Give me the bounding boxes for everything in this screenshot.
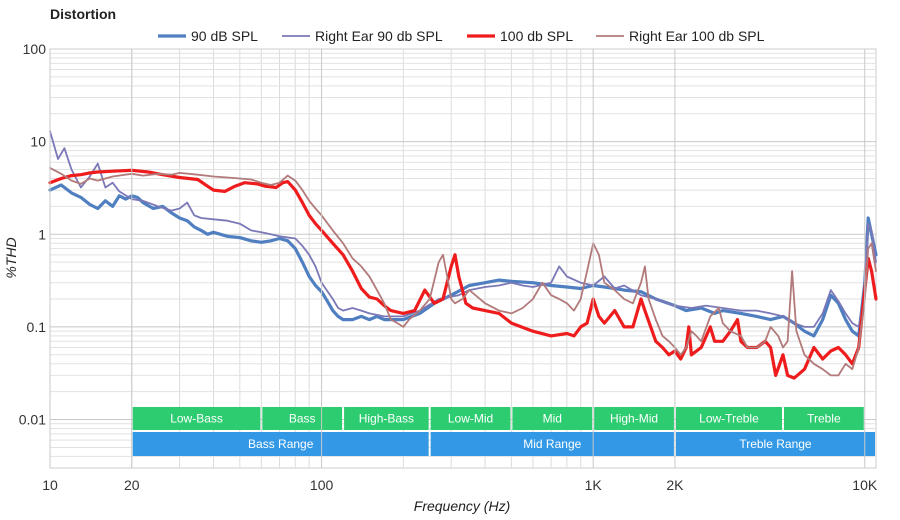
range bbox=[132, 432, 429, 456]
series-lines bbox=[48, 130, 878, 380]
band-label: Mid bbox=[543, 412, 562, 426]
legend-label: 100 db SPL bbox=[500, 28, 573, 44]
band bbox=[132, 407, 261, 430]
frequency-bands: Low-Bass Bass High-Bass Low-Mid Mid High-Mid L… bbox=[132, 407, 875, 456]
band bbox=[594, 407, 674, 430]
x-tick-label: 2K bbox=[666, 477, 684, 493]
range-label: Bass Range bbox=[248, 437, 314, 451]
chart-title: Distortion bbox=[50, 6, 116, 22]
band-label: High-Mid bbox=[610, 412, 658, 426]
legend: 90 dB SPL Right Ear 90 db SPL 100 db SPL Ri… bbox=[158, 28, 765, 44]
legend-label: Right Ear 90 db SPL bbox=[315, 28, 443, 44]
range bbox=[675, 432, 875, 456]
x-tick-label: 10 bbox=[42, 477, 58, 493]
band-label: Low-Mid bbox=[448, 412, 493, 426]
y-tick-label: 10 bbox=[30, 134, 46, 150]
x-tick-label: 20 bbox=[124, 477, 140, 493]
band-label: Low-Bass bbox=[170, 412, 223, 426]
band bbox=[784, 407, 864, 430]
y-tick-label: 1 bbox=[38, 226, 46, 242]
range bbox=[430, 432, 674, 456]
range-label: Mid Range bbox=[523, 437, 581, 451]
axes: 100 10 1 0.1 0.01 10 20 100 1K 2K 10K bbox=[19, 41, 878, 493]
legend-label: 90 dB SPL bbox=[191, 28, 258, 44]
plot-area bbox=[49, 48, 877, 469]
y-tick-label: 100 bbox=[23, 41, 47, 57]
series-line-2 bbox=[49, 130, 877, 328]
band bbox=[262, 407, 343, 430]
band bbox=[512, 407, 593, 430]
x-tick-label: 1K bbox=[585, 477, 603, 493]
series-line-4 bbox=[49, 166, 877, 377]
x-tick-label: 10K bbox=[852, 477, 878, 493]
grid bbox=[49, 48, 877, 469]
band bbox=[675, 407, 783, 430]
y-tick-label: 0.1 bbox=[27, 319, 47, 335]
range-label: Treble Range bbox=[739, 437, 812, 451]
legend-label: Right Ear 100 db SPL bbox=[629, 28, 765, 44]
series-line-3 bbox=[48, 168, 878, 380]
band-label: Treble bbox=[807, 412, 841, 426]
band-label: Bass bbox=[289, 412, 316, 426]
y-axis-label: %THD bbox=[3, 237, 19, 278]
band-label: Low-Treble bbox=[699, 412, 759, 426]
y-tick-label: 0.01 bbox=[19, 412, 46, 428]
band bbox=[344, 407, 429, 430]
band-label: High-Bass bbox=[359, 412, 414, 426]
band bbox=[430, 407, 511, 430]
x-axis-label: Frequency (Hz) bbox=[414, 498, 510, 514]
x-tick-label: 100 bbox=[310, 477, 334, 493]
